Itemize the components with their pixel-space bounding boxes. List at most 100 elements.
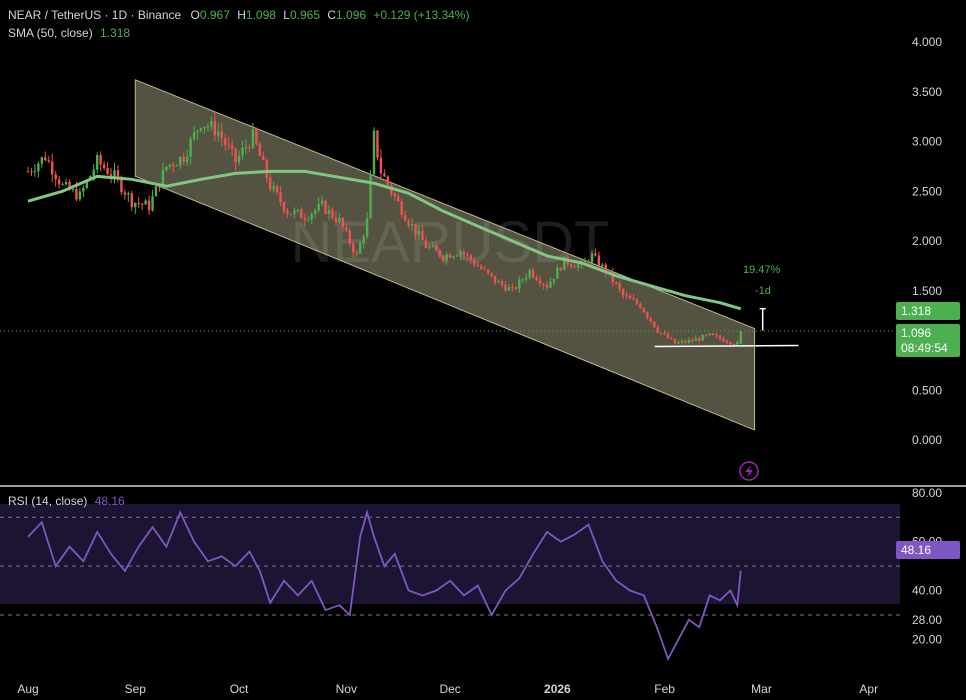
- time-axis[interactable]: Aug Sep Oct Nov Dec 2026 Feb Mar Apr: [17, 682, 878, 696]
- candle-body: [594, 254, 596, 256]
- candle-body: [622, 289, 624, 295]
- candle-body: [394, 194, 396, 197]
- candle-body: [266, 160, 268, 178]
- candle-body: [529, 270, 531, 277]
- candle-body: [387, 176, 389, 185]
- candle-body: [404, 215, 406, 221]
- low-value: 0.965: [290, 8, 320, 22]
- candle-body: [584, 261, 586, 262]
- candle-body: [532, 270, 534, 277]
- time-tick-label: Aug: [17, 682, 38, 696]
- candle-body: [283, 202, 285, 211]
- candle-body: [698, 338, 700, 340]
- candle-body: [227, 145, 229, 146]
- candle-body: [674, 339, 676, 344]
- candle-body: [480, 266, 482, 269]
- candle-body: [470, 255, 472, 260]
- candle-body: [93, 170, 95, 176]
- candle-body: [106, 168, 108, 174]
- open-label: O: [191, 8, 200, 22]
- candle: [380, 149, 382, 180]
- price-tick-label: 1.500: [912, 284, 942, 298]
- time-tick-label: Oct: [230, 682, 249, 696]
- candle-body: [411, 224, 413, 225]
- candle-body: [349, 230, 351, 243]
- candle-body: [224, 138, 226, 145]
- candle-body: [570, 264, 572, 266]
- candle: [54, 171, 56, 187]
- candle-body: [279, 192, 281, 202]
- candle: [48, 156, 50, 163]
- candle-body: [356, 253, 358, 254]
- candle-body: [407, 221, 409, 226]
- candle: [740, 331, 742, 344]
- candle-body: [681, 341, 683, 342]
- candle-body: [342, 218, 344, 227]
- candle-body: [165, 166, 167, 169]
- candle-body: [684, 341, 686, 343]
- candle-body: [376, 131, 378, 158]
- candle-body: [120, 178, 122, 192]
- candle: [134, 202, 136, 214]
- rsi-tick-label: 28.00: [912, 613, 942, 627]
- candle-body: [618, 284, 620, 289]
- candle-body: [293, 210, 295, 214]
- candle-body: [231, 145, 233, 148]
- candle: [58, 176, 60, 188]
- candle-body: [54, 174, 56, 179]
- candle-body: [688, 340, 690, 343]
- candle-body: [134, 203, 136, 207]
- price-tick-label: 0.500: [912, 383, 942, 397]
- legend-rsi[interactable]: RSI (14, close) 48.16: [8, 494, 125, 508]
- candle-body: [189, 139, 191, 157]
- candle: [61, 182, 63, 186]
- open-value: 0.967: [200, 8, 230, 22]
- candle-body: [383, 173, 385, 176]
- range-period-label: -1d: [755, 285, 771, 297]
- candle-body: [141, 204, 143, 205]
- candle-body: [421, 231, 423, 240]
- candle: [99, 151, 101, 171]
- candle: [369, 171, 371, 219]
- candle-body: [435, 246, 437, 251]
- candle-body: [445, 255, 447, 260]
- candle-body: [712, 333, 714, 335]
- candle-body: [262, 156, 264, 160]
- candle-body: [245, 147, 247, 148]
- candle-body: [591, 254, 593, 263]
- candle-body: [328, 210, 330, 214]
- candle-body: [425, 240, 427, 248]
- candle-body: [321, 201, 323, 204]
- symbol-title[interactable]: NEAR / TetherUS · 1D · Binance: [8, 8, 181, 22]
- candle: [702, 334, 704, 341]
- price-axis[interactable]: 4.0003.5003.0002.5002.0001.5001.0000.500…: [912, 35, 942, 447]
- candle: [44, 152, 46, 162]
- candle-body: [196, 131, 198, 132]
- legend-main: NEAR / TetherUS · 1D · Binance O0.967 H1…: [8, 8, 469, 22]
- candle-body: [34, 171, 36, 172]
- parallel-channel[interactable]: [135, 80, 754, 430]
- candle-body: [314, 210, 316, 214]
- legend-sma[interactable]: SMA (50, close) 1.318: [8, 26, 130, 40]
- time-tick-label: Dec: [439, 682, 460, 696]
- candle-body: [155, 186, 157, 196]
- candle-body: [473, 260, 475, 265]
- candle-body: [418, 231, 420, 235]
- candle-body: [252, 129, 254, 148]
- price-tick-label: 2.500: [912, 184, 942, 198]
- candle-body: [632, 298, 634, 299]
- candle-body: [183, 157, 185, 162]
- candle-body: [324, 201, 326, 214]
- chart-area[interactable]: NEARUSDT 4.0003.5003.0002.5002.0001.5001…: [0, 0, 966, 700]
- candle-body: [459, 252, 461, 256]
- high-label: H: [237, 8, 246, 22]
- candle-body: [210, 121, 212, 126]
- candle-body: [30, 171, 32, 172]
- candle-body: [629, 296, 631, 298]
- rsi-tick-label: 20.00: [912, 632, 942, 646]
- rsi-value: 48.16: [95, 494, 125, 508]
- candle-body: [556, 268, 558, 279]
- candle: [138, 197, 140, 208]
- support-line[interactable]: [655, 345, 799, 346]
